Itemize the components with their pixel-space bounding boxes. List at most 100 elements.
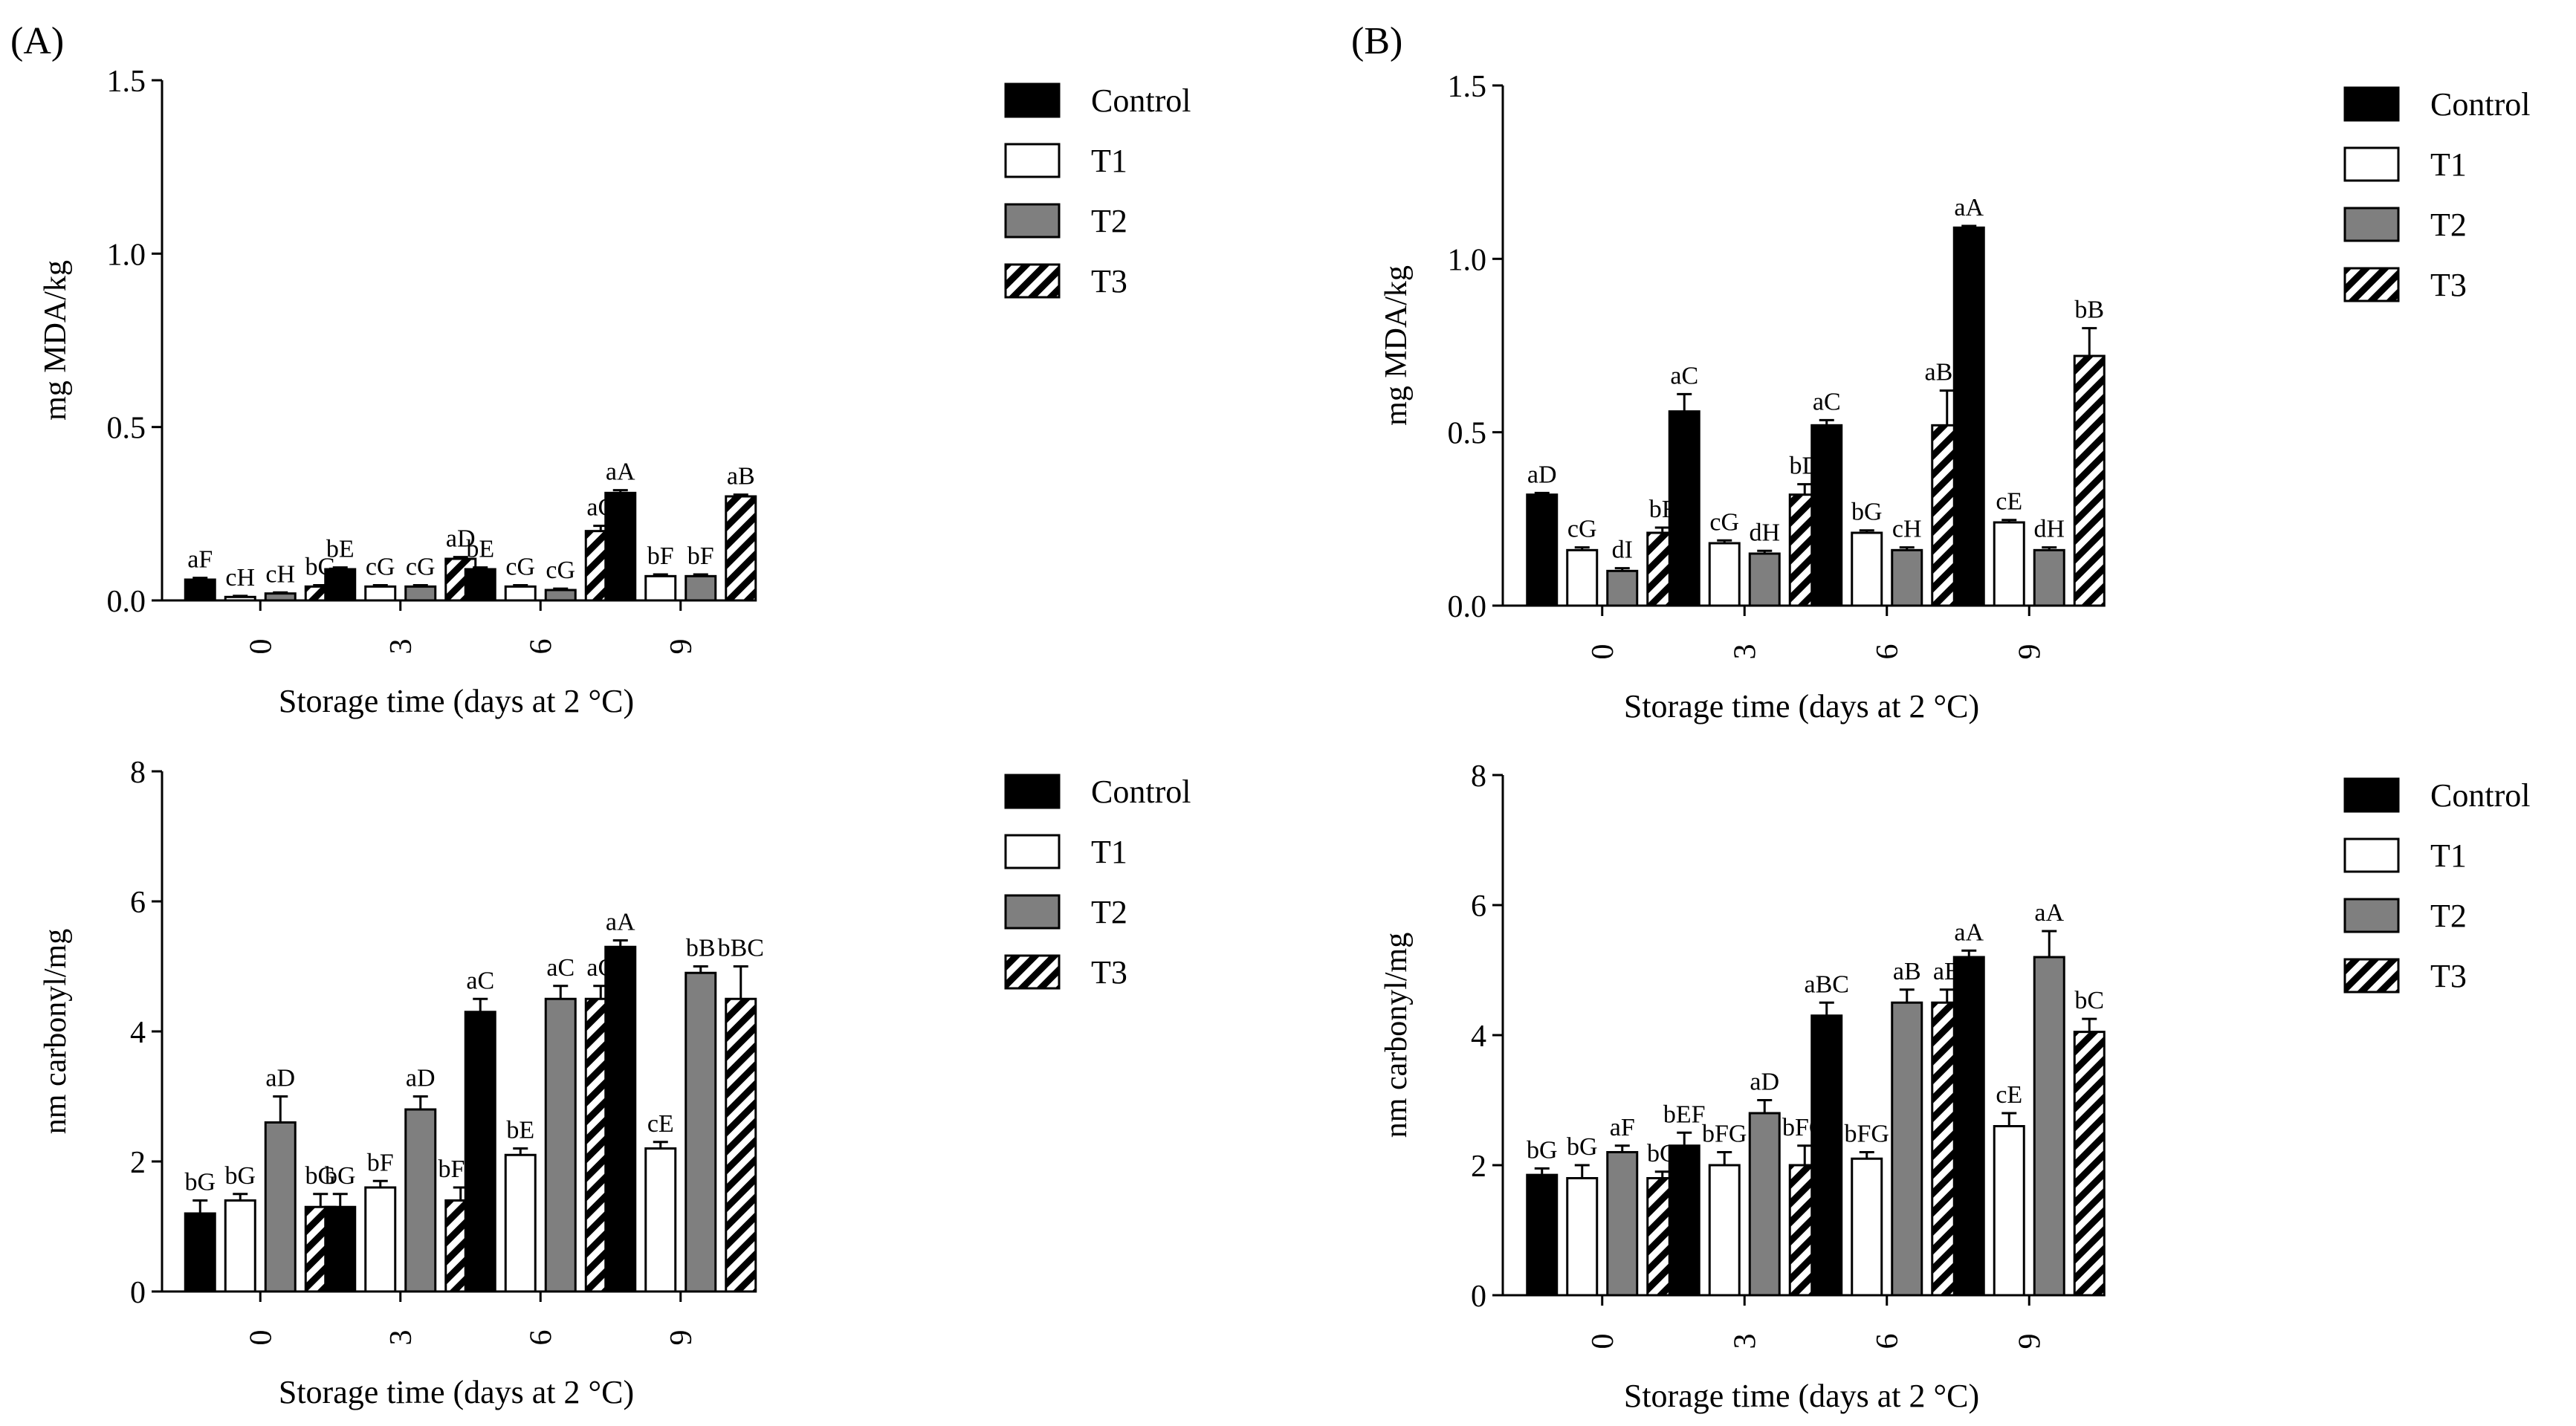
- bar-t2-day-3: [1748, 552, 1781, 607]
- y-axis-label: nm carbonyl/mg: [1379, 933, 1414, 1138]
- significance-label: cH: [1892, 516, 1922, 543]
- bar-t2-day-9: [685, 971, 717, 1293]
- significance-label: bBC: [718, 935, 764, 962]
- significance-label: cG: [366, 553, 395, 580]
- significance-label: cE: [1996, 1081, 2022, 1109]
- significance-label: bB: [686, 935, 716, 962]
- legend-swatch-control: [1004, 82, 1061, 118]
- significance-label: bC: [2074, 987, 2104, 1014]
- significance-label: bG: [305, 1162, 336, 1190]
- significance-label: dI: [1612, 537, 1633, 564]
- y-tick-label: 2: [1471, 1150, 1486, 1184]
- significance-label: bFG: [1702, 1121, 1747, 1148]
- significance-label: cH: [265, 560, 295, 588]
- legend-label-control: Control: [2430, 86, 2530, 123]
- bar-control-day-0: [184, 1212, 216, 1293]
- legend-label-t1: T1: [1091, 143, 1127, 179]
- legend-swatch-control: [2343, 777, 2400, 813]
- legend-swatch-t2: [1004, 203, 1061, 239]
- legend-label-control: Control: [2430, 777, 2530, 814]
- x-axis-label: Storage time (days at 2 °C): [1624, 1378, 1979, 1414]
- bar-control-day-9: [1952, 956, 1985, 1297]
- legend-swatch-t3: [2343, 267, 2400, 302]
- bar-t1-day-6: [1851, 531, 1883, 607]
- bar-t1-day-3: [1708, 542, 1741, 607]
- bar-t3-day-9: [2073, 354, 2106, 607]
- legend-label-t3: T3: [1091, 954, 1127, 991]
- x-tick-label: 0: [244, 639, 278, 655]
- y-axis-label: mg MDA/kg: [1379, 265, 1414, 426]
- legend: Control T1 T2 T3: [2343, 86, 2530, 303]
- significance-label: cH: [225, 564, 255, 592]
- significance-label: aBC: [1805, 970, 1849, 998]
- x-tick-label: 3: [384, 1330, 418, 1346]
- y-tick-label: 8: [1471, 759, 1486, 794]
- significance-label: aA: [2034, 899, 2064, 927]
- legend-swatch-t2: [1004, 894, 1061, 930]
- x-tick-label: 9: [664, 1330, 699, 1346]
- legend-label-t2: T2: [2430, 207, 2467, 243]
- bar-t1-day-3: [1708, 1164, 1741, 1297]
- bar-t1-day-9: [644, 574, 677, 602]
- legend-label-t3: T3: [2430, 958, 2467, 994]
- bar-control-day-9: [1952, 226, 1985, 607]
- legend-swatch-t3: [2343, 958, 2400, 994]
- significance-label: bG: [325, 1162, 356, 1190]
- x-tick-label: 9: [664, 639, 699, 655]
- bar-control-day-9: [604, 945, 637, 1293]
- significance-label: aB: [1893, 958, 1921, 985]
- bar-control-day-3: [1668, 1144, 1700, 1297]
- significance-label: bG: [1527, 1136, 1558, 1164]
- significance-label: aD: [265, 1065, 295, 1092]
- significance-label: cG: [1709, 508, 1739, 536]
- bar-control-day-9: [604, 491, 637, 602]
- y-tick-label: 0.0: [107, 585, 146, 619]
- bar-t1-day-6: [1851, 1157, 1883, 1297]
- bar-t2-day-3: [404, 1108, 437, 1293]
- y-tick-label: 2: [130, 1146, 146, 1180]
- legend-label-t3: T3: [2430, 267, 2467, 303]
- y-tick-label: 1.5: [107, 65, 146, 99]
- x-tick-label: 6: [1871, 644, 1905, 660]
- significance-label: aF: [1610, 1114, 1635, 1141]
- x-tick-label: 9: [2013, 1334, 2047, 1349]
- x-axis-label: Storage time (days at 2 °C): [279, 683, 634, 719]
- significance-label: bG: [184, 1169, 216, 1196]
- significance-label: aD: [406, 1065, 436, 1092]
- bar-t3-day-9: [725, 495, 757, 602]
- y-tick-label: 8: [130, 756, 146, 790]
- x-tick-label: 0: [1586, 1334, 1620, 1349]
- significance-label: bEF: [1663, 1101, 1706, 1128]
- x-tick-label: 3: [1728, 1334, 1762, 1349]
- significance-label: bE: [466, 536, 494, 563]
- significance-label: bF: [687, 542, 714, 570]
- x-axis-label: Storage time (days at 2 °C): [279, 1374, 634, 1410]
- significance-label: bB: [2074, 296, 2104, 324]
- bar-t2-day-6: [544, 997, 577, 1293]
- charts: 0.0 0.5 1.0 1.5 mg MDA/kg 0 aF cH cH bG 3 bE cG cG aD 6…: [39, 65, 2530, 1414]
- significance-label: bG: [1851, 499, 1883, 526]
- bar-t2-day-0: [1606, 569, 1639, 607]
- bar-t2-day-0: [264, 592, 297, 602]
- y-tick-label: 1.0: [1448, 243, 1487, 277]
- bar-control-day-0: [1526, 493, 1559, 607]
- legend-swatch-t3: [1004, 263, 1061, 299]
- y-tick-label: 0.5: [1448, 417, 1487, 451]
- significance-label: bE: [326, 536, 355, 563]
- significance-label: aA: [1954, 194, 1984, 221]
- legend-label-t2: T2: [1091, 894, 1127, 930]
- y-tick-label: 0: [130, 1276, 146, 1310]
- legend-swatch-control: [2343, 86, 2400, 122]
- bar-t2-day-6: [544, 589, 577, 602]
- legend-swatch-t2: [2343, 898, 2400, 933]
- bar-control-day-3: [324, 568, 357, 602]
- significance-label: aB: [727, 463, 755, 490]
- legend-swatch-t2: [2343, 207, 2400, 242]
- bar-t1-day-3: [364, 1186, 397, 1293]
- x-tick-label: 3: [384, 639, 418, 655]
- significance-label: aD: [446, 525, 476, 553]
- significance-label: bF: [367, 1149, 394, 1176]
- y-tick-label: 0: [1471, 1280, 1486, 1314]
- bar-t1-day-0: [1566, 1177, 1599, 1297]
